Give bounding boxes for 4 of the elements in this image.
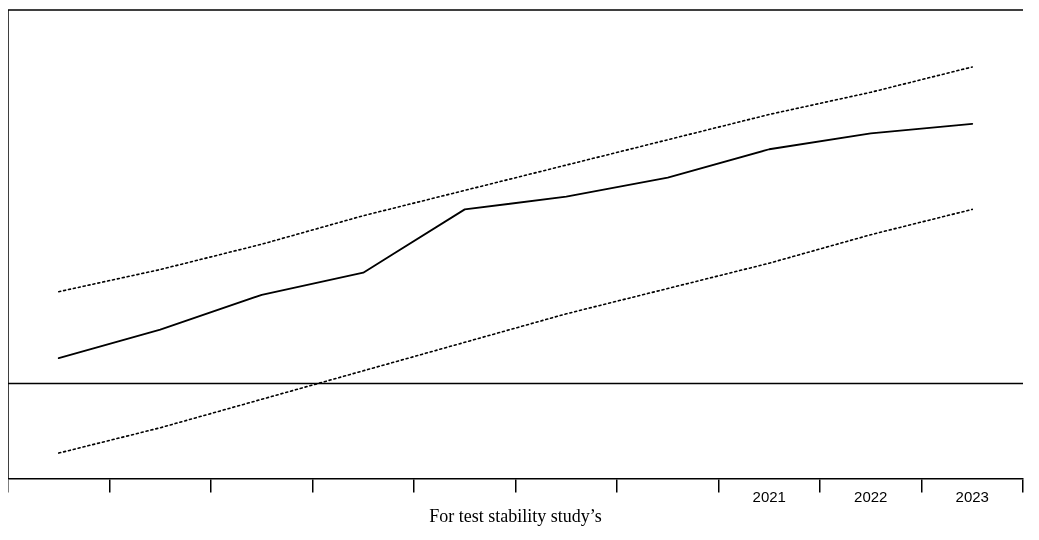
x-tick-label: 2022 bbox=[854, 487, 888, 505]
x-axis-title: For test stability study’s bbox=[429, 505, 602, 526]
x-tick-label: 2023 bbox=[955, 487, 989, 505]
x-tick-label: 2021 bbox=[752, 487, 786, 505]
